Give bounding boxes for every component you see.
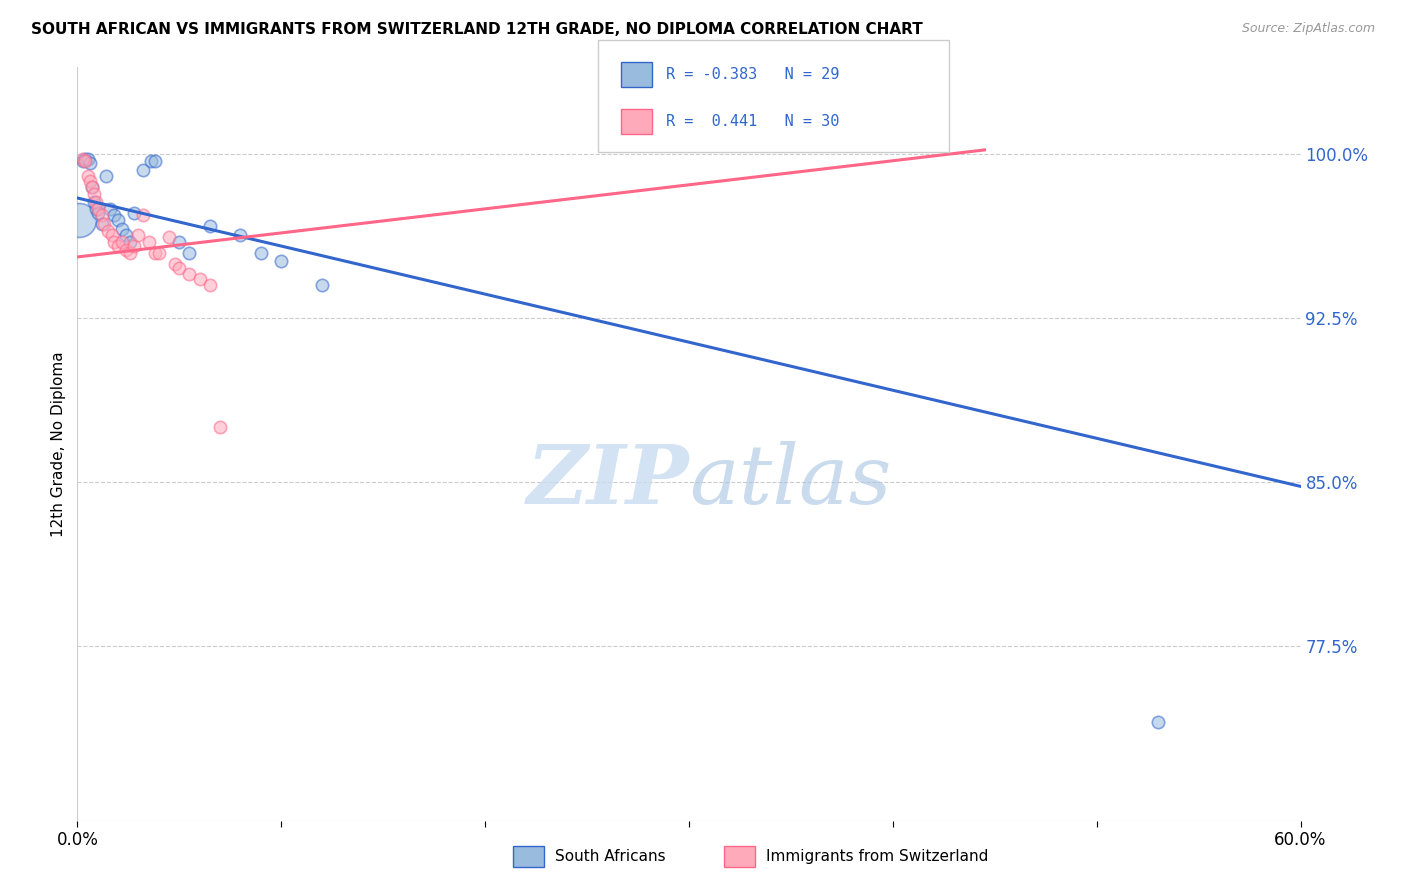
Point <box>75 153 97 168</box>
Point <box>76 169 98 183</box>
Point <box>83 186 105 201</box>
Point <box>84 195 107 210</box>
Point <box>270 254 292 268</box>
Point <box>120 235 142 249</box>
Point <box>67 212 90 227</box>
Point <box>72 152 94 166</box>
Point <box>229 228 252 243</box>
Point <box>80 180 103 194</box>
Point <box>127 228 149 243</box>
Point <box>311 278 333 293</box>
Point <box>1147 715 1170 730</box>
Text: R =  0.441   N = 30: R = 0.441 N = 30 <box>666 114 839 128</box>
Point <box>94 169 117 183</box>
Point <box>198 278 221 293</box>
Point <box>139 153 162 168</box>
Point <box>103 235 125 249</box>
Point <box>124 206 146 220</box>
Text: South Africans: South Africans <box>555 849 666 864</box>
Point <box>84 202 107 216</box>
Point <box>83 195 105 210</box>
Point <box>80 180 103 194</box>
Point <box>90 209 112 223</box>
Point <box>98 202 121 216</box>
Point <box>107 212 129 227</box>
Point <box>87 202 110 216</box>
Point <box>79 156 101 170</box>
Point <box>101 228 124 243</box>
Point <box>198 219 221 234</box>
Text: Immigrants from Switzerland: Immigrants from Switzerland <box>766 849 988 864</box>
Text: R = -0.383   N = 29: R = -0.383 N = 29 <box>666 68 839 82</box>
Point <box>179 268 201 282</box>
Point <box>76 152 98 166</box>
Point <box>72 153 94 168</box>
Point <box>97 224 120 238</box>
Point <box>148 245 170 260</box>
Point <box>131 209 153 223</box>
Point <box>157 230 180 244</box>
Point <box>75 152 97 166</box>
Point <box>111 221 134 235</box>
Text: Source: ZipAtlas.com: Source: ZipAtlas.com <box>1241 22 1375 36</box>
Point <box>143 153 166 168</box>
Point <box>87 206 110 220</box>
Point <box>111 235 134 249</box>
Point <box>93 217 115 231</box>
Point <box>208 420 231 434</box>
Text: SOUTH AFRICAN VS IMMIGRANTS FROM SWITZERLAND 12TH GRADE, NO DIPLOMA CORRELATION : SOUTH AFRICAN VS IMMIGRANTS FROM SWITZER… <box>31 22 922 37</box>
Point <box>169 260 191 275</box>
Text: ZIP: ZIP <box>526 442 689 522</box>
Point <box>165 256 187 270</box>
Point <box>143 245 166 260</box>
Point <box>124 239 146 253</box>
Y-axis label: 12th Grade, No Diploma: 12th Grade, No Diploma <box>51 351 66 537</box>
Point <box>115 244 138 258</box>
Point <box>120 245 142 260</box>
Point <box>103 209 125 223</box>
Point <box>90 217 112 231</box>
Point <box>138 235 160 249</box>
Point <box>179 245 201 260</box>
Text: atlas: atlas <box>689 442 891 522</box>
Point <box>107 239 129 253</box>
Point <box>188 272 211 286</box>
Point <box>169 235 191 249</box>
Point <box>250 245 273 260</box>
Point <box>79 173 101 187</box>
Point <box>131 162 153 177</box>
Point <box>115 228 138 243</box>
